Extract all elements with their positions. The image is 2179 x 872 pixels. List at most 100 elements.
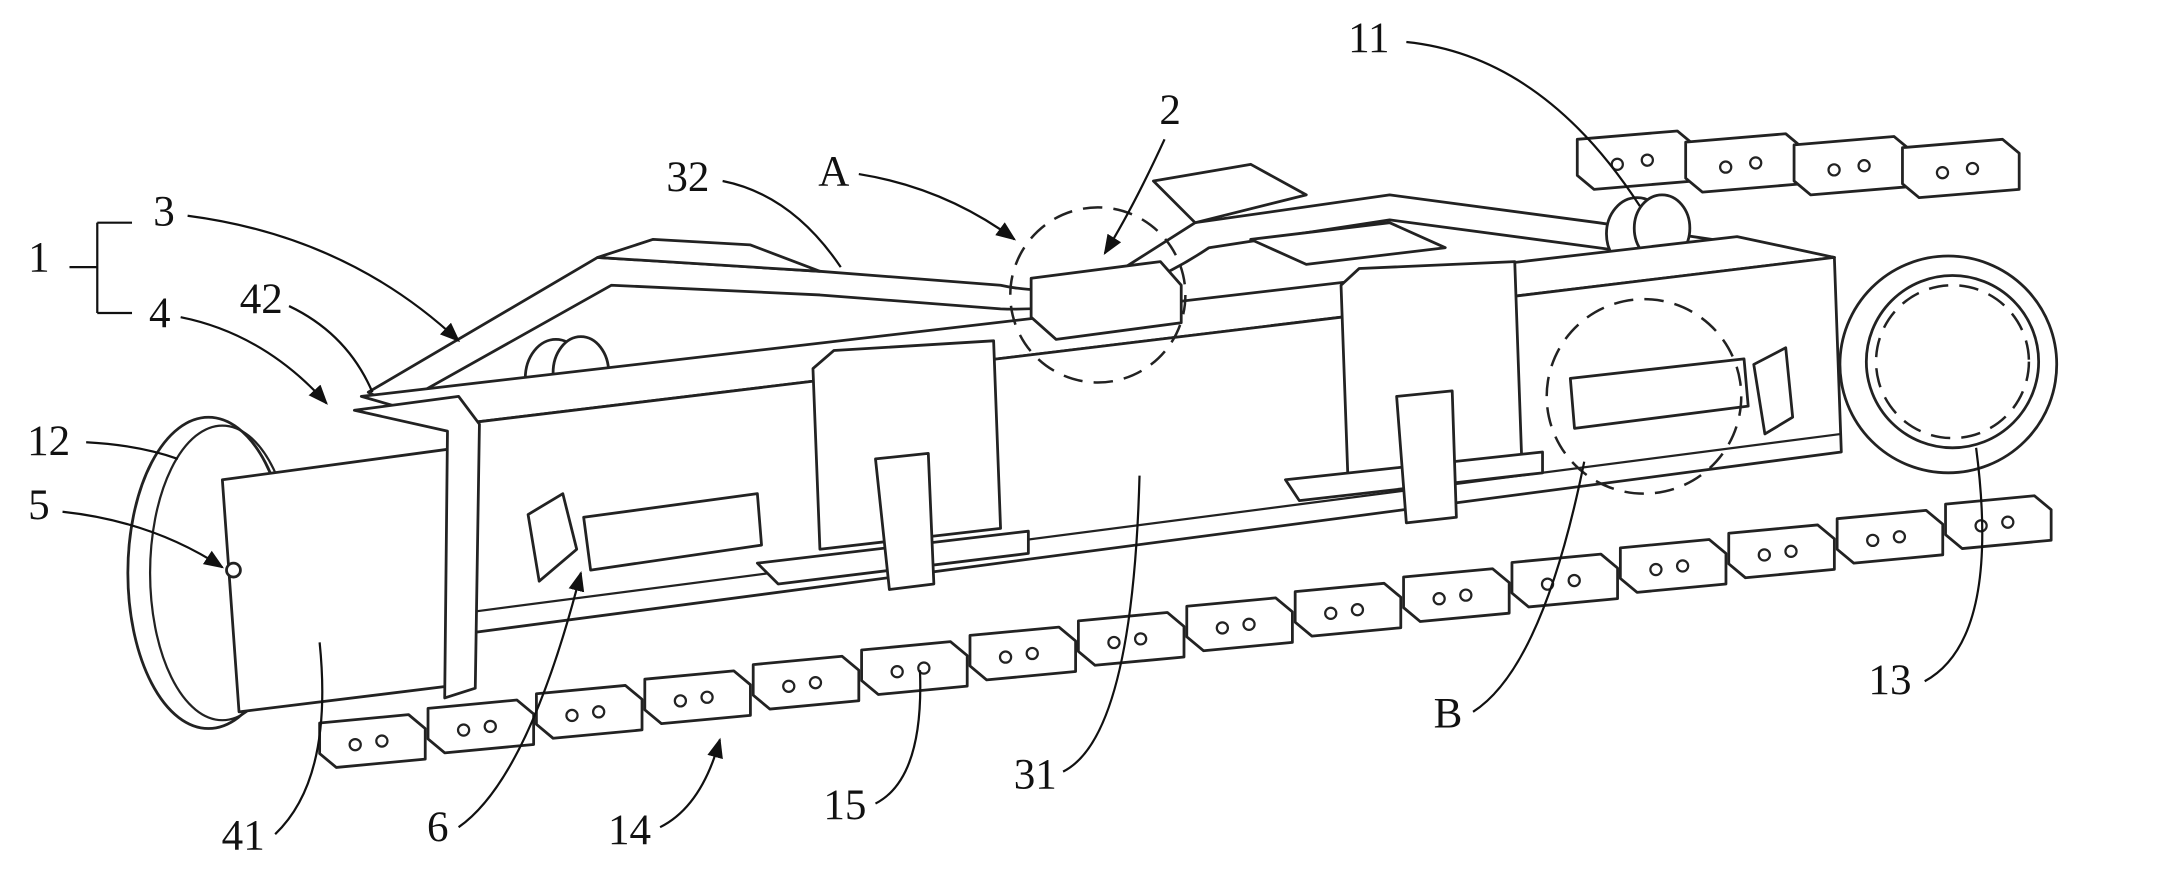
label: 1 xyxy=(28,234,50,281)
pad-bolt xyxy=(700,690,714,704)
label: B xyxy=(1434,690,1463,737)
pad-bolt xyxy=(1640,153,1654,167)
pad-bolt xyxy=(1749,156,1763,170)
track-pad xyxy=(751,654,861,711)
pad-bolt xyxy=(1025,646,1039,661)
leader xyxy=(659,737,723,829)
leader xyxy=(1062,475,1141,773)
track-pad xyxy=(1618,538,1728,594)
track-pad xyxy=(1944,494,2053,550)
track-pad xyxy=(318,713,427,769)
pad-bolt xyxy=(998,650,1013,664)
front-box xyxy=(220,446,467,714)
bracket xyxy=(811,339,1002,551)
pad-bolt xyxy=(1827,163,1841,177)
leader xyxy=(1103,138,1166,255)
label: 6 xyxy=(427,804,449,851)
track-pad xyxy=(1901,137,2021,200)
track-pad xyxy=(426,698,536,755)
pad-bolt xyxy=(1857,159,1871,173)
track-pad xyxy=(1575,129,1696,191)
label: 31 xyxy=(1014,751,1057,798)
sensor xyxy=(225,561,242,579)
track-pad xyxy=(535,684,644,740)
leader xyxy=(288,305,374,393)
label: 3 xyxy=(153,189,175,236)
leader xyxy=(722,179,842,268)
frame-block xyxy=(1249,221,1447,266)
track-pad xyxy=(1185,596,1294,653)
labels: 1 3 4 42 12 5 41 6 14 15 31 B 13 11 2 A … xyxy=(27,15,1911,860)
track-pad xyxy=(968,625,1077,682)
track-pad xyxy=(643,669,752,726)
pad-bolt xyxy=(1324,606,1338,620)
leader xyxy=(457,570,585,829)
label: 11 xyxy=(1348,15,1389,62)
pad-bolt xyxy=(591,705,606,719)
leader xyxy=(62,510,225,569)
pad-bolt xyxy=(1866,533,1880,548)
label: 2 xyxy=(1159,87,1181,134)
latch xyxy=(1395,389,1458,525)
pad-bolt xyxy=(1892,530,1907,544)
label: 12 xyxy=(27,418,70,465)
upper-track xyxy=(1575,129,2021,200)
latch xyxy=(874,451,936,591)
pad-bolt xyxy=(673,694,688,708)
pad-bolt xyxy=(483,719,497,734)
pad-bolt xyxy=(1350,603,1365,617)
sprocket-teeth xyxy=(1874,283,2031,440)
rack xyxy=(582,492,763,572)
pad-bolt xyxy=(565,708,579,723)
lower-track xyxy=(318,494,2053,769)
pad-bolt xyxy=(348,737,362,752)
label: 42 xyxy=(240,276,283,323)
track-pad xyxy=(1684,132,1804,194)
label: 15 xyxy=(823,782,866,829)
pad-bolt xyxy=(917,661,931,675)
pad-bolt xyxy=(1567,573,1581,588)
leader xyxy=(1406,40,1641,207)
pad-bolt xyxy=(456,723,471,737)
label: 13 xyxy=(1868,657,1911,704)
leader xyxy=(858,172,1017,241)
pad-bolt xyxy=(1784,544,1798,559)
leader xyxy=(1472,461,1586,713)
pad-bolt xyxy=(1675,559,1690,573)
track-pad xyxy=(1835,508,1945,565)
pad-bolt xyxy=(1215,621,1230,635)
label: 32 xyxy=(666,154,709,201)
bracket xyxy=(1339,260,1524,482)
machine-drawing xyxy=(62,40,2059,835)
detail-circle-a xyxy=(1009,206,1187,384)
leader xyxy=(187,214,461,343)
label: A xyxy=(818,148,849,195)
track-pad xyxy=(1402,567,1511,623)
detail-circle-b xyxy=(1545,297,1743,495)
pad-bolt xyxy=(808,675,823,690)
lug xyxy=(1752,346,1795,436)
leader xyxy=(874,670,922,805)
lug xyxy=(526,492,579,583)
rack xyxy=(1568,357,1750,430)
pad-bolt xyxy=(1133,632,1148,646)
pad-bolt xyxy=(1649,562,1663,577)
track-pad xyxy=(1293,581,1403,638)
frame-block xyxy=(1152,162,1308,225)
leader xyxy=(180,316,328,405)
label: 41 xyxy=(222,813,265,860)
pad-bolt xyxy=(1459,588,1473,602)
pad-bolt xyxy=(1242,617,1256,631)
pad-bolt xyxy=(1935,165,1950,180)
track-pad xyxy=(860,640,969,696)
pad-bolt xyxy=(890,665,904,679)
label: 5 xyxy=(28,482,50,529)
pad-bolt xyxy=(1107,635,1121,650)
track-pad xyxy=(1792,135,1913,197)
leader xyxy=(69,221,133,315)
front-plate xyxy=(352,395,481,700)
pad-bolt xyxy=(1610,157,1624,171)
leader xyxy=(86,441,179,460)
track-pad xyxy=(1076,611,1186,667)
